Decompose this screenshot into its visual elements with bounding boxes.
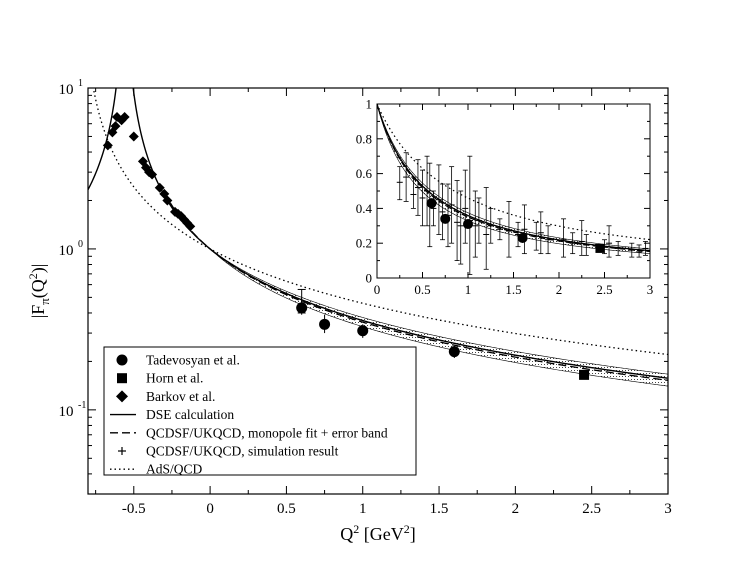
x-axis-label-sup: 2 xyxy=(353,522,359,536)
main-curves xyxy=(88,88,668,381)
x-tick-label: 2 xyxy=(512,501,520,517)
legend-square-marker xyxy=(117,373,127,384)
monopole-fit-curve xyxy=(163,191,668,381)
main-x-ticks: -0.5 0 0.5 1 1.5 2 2.5 3 xyxy=(95,88,672,517)
legend-label: Horn et al. xyxy=(146,371,203,386)
y-tick-label: 10 xyxy=(59,82,74,98)
y-tick-exponent: -1 xyxy=(78,400,86,411)
x-axis-label-unit-sup: 2 xyxy=(404,522,410,536)
inset-y-tick-label: 0 xyxy=(366,271,373,286)
x-axis-label-unit: [GeV xyxy=(359,524,403,544)
legend-label: Barkov et al. xyxy=(146,389,215,404)
band-upper-edge xyxy=(209,248,668,375)
inset-x-ticks: 0 0.5 1 1.5 2 2.5 3 xyxy=(374,104,654,297)
tadevosyan-point xyxy=(357,325,369,337)
inset-x-tick-label: 1.5 xyxy=(505,282,521,297)
inset-y-tick-label: 1 xyxy=(366,97,373,112)
barkov-point xyxy=(102,140,113,151)
x-tick-label: -0.5 xyxy=(122,501,146,517)
y-axis-label-sub: π xyxy=(37,298,52,305)
barkov-point xyxy=(110,121,121,132)
barkov-point xyxy=(185,221,196,232)
y-tick-exponent: 1 xyxy=(78,78,83,89)
x-tick-label: 0 xyxy=(206,501,214,517)
inset-y-tick-label: 0.4 xyxy=(356,201,373,216)
tadevosyan-point xyxy=(448,346,460,358)
legend-label: AdS/QCD xyxy=(146,462,203,477)
barkov-point xyxy=(128,131,139,142)
horn-point xyxy=(579,369,590,380)
legend-label: QCDSF/UKQCD, monopole fit + error band xyxy=(146,425,388,440)
legend-circle-marker xyxy=(116,354,128,366)
inset-x-tick-label: 2.5 xyxy=(596,282,612,297)
inset-y-tick-label: 0.2 xyxy=(356,236,372,251)
inset-tadevosyan-point xyxy=(463,219,473,230)
legend: Tadevosyan et al. Horn et al. Barkov et al… xyxy=(103,346,417,477)
x-axis-label-q: Q xyxy=(340,524,353,544)
inset-y-ticks: 0 0.2 0.4 0.6 0.8 1 xyxy=(356,97,650,286)
barkov-point xyxy=(119,112,130,123)
inset-x-tick-label: 0 xyxy=(374,282,381,297)
dse-curve-right xyxy=(132,88,668,379)
x-tick-label: 1.5 xyxy=(430,501,449,517)
band-lower-edge xyxy=(209,248,668,387)
y-axis-label-f: |F xyxy=(28,305,48,319)
barkov-point xyxy=(162,195,173,206)
inset-tadevosyan-point xyxy=(517,232,528,243)
y-tick-exponent: 0 xyxy=(78,239,83,250)
y-axis-label: |Fπ(Q2)| xyxy=(26,264,52,319)
y-tick-label: 10 xyxy=(59,243,74,259)
legend-label: DSE calculation xyxy=(146,407,234,422)
inset-horn-point xyxy=(595,243,605,253)
inset-x-tick-label: 2 xyxy=(556,282,563,297)
inset-adsqcd-curve xyxy=(377,104,650,241)
legend-label: Tadevosyan et al. xyxy=(146,353,240,368)
x-tick-label: 0.5 xyxy=(277,501,296,517)
tadevosyan-point xyxy=(319,318,331,330)
legend-label: QCDSF/UKQCD, simulation result xyxy=(146,444,339,459)
inset-y-tick-label: 0.8 xyxy=(356,131,372,146)
inset-data-points xyxy=(396,152,649,275)
inset-tadevosyan-point xyxy=(440,213,451,224)
y-axis-label-close: )| xyxy=(28,264,49,274)
x-tick-label: 3 xyxy=(664,501,672,517)
main-plot-frame xyxy=(87,87,669,495)
x-tick-label: 1 xyxy=(359,501,367,517)
barkov-point xyxy=(154,182,165,193)
x-tick-label: 2.5 xyxy=(582,501,601,517)
dse-curve-left xyxy=(88,88,117,191)
inset-x-tick-label: 1 xyxy=(465,282,472,297)
x-axis-label-close: ] xyxy=(410,524,416,544)
y-axis-label-paren: (Q xyxy=(28,279,49,298)
inset-y-tick-label: 0.6 xyxy=(356,166,373,181)
y-tick-label: 10 xyxy=(59,404,74,420)
x-axis-label: Q2 [GeV2] xyxy=(340,522,415,544)
inset-x-tick-label: 3 xyxy=(647,282,654,297)
legend-diamond-marker xyxy=(116,390,128,403)
inset-x-tick-label: 0.5 xyxy=(414,282,430,297)
barkov-point xyxy=(147,169,158,180)
main-data-points xyxy=(102,112,590,380)
legend-box xyxy=(103,346,417,476)
inset-tadevosyan-point xyxy=(426,198,437,209)
y-axis-label-sup: 2 xyxy=(26,273,40,279)
tadevosyan-point xyxy=(296,302,308,314)
